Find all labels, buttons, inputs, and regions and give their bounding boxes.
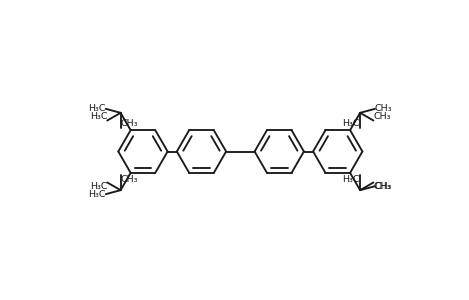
Text: H₃C: H₃C	[88, 104, 106, 113]
Text: H₃C: H₃C	[88, 190, 106, 199]
Text: CH₃: CH₃	[373, 112, 391, 121]
Text: CH₃: CH₃	[373, 182, 391, 191]
Text: H₃C: H₃C	[342, 175, 360, 184]
Text: H₃C: H₃C	[90, 112, 107, 121]
Text: CH₃: CH₃	[375, 182, 393, 191]
Text: CH₃: CH₃	[375, 104, 393, 113]
Text: H₃C: H₃C	[342, 119, 360, 128]
Text: CH₃: CH₃	[121, 175, 138, 184]
Text: CH₃: CH₃	[121, 119, 138, 128]
Text: H₃C: H₃C	[90, 182, 107, 191]
